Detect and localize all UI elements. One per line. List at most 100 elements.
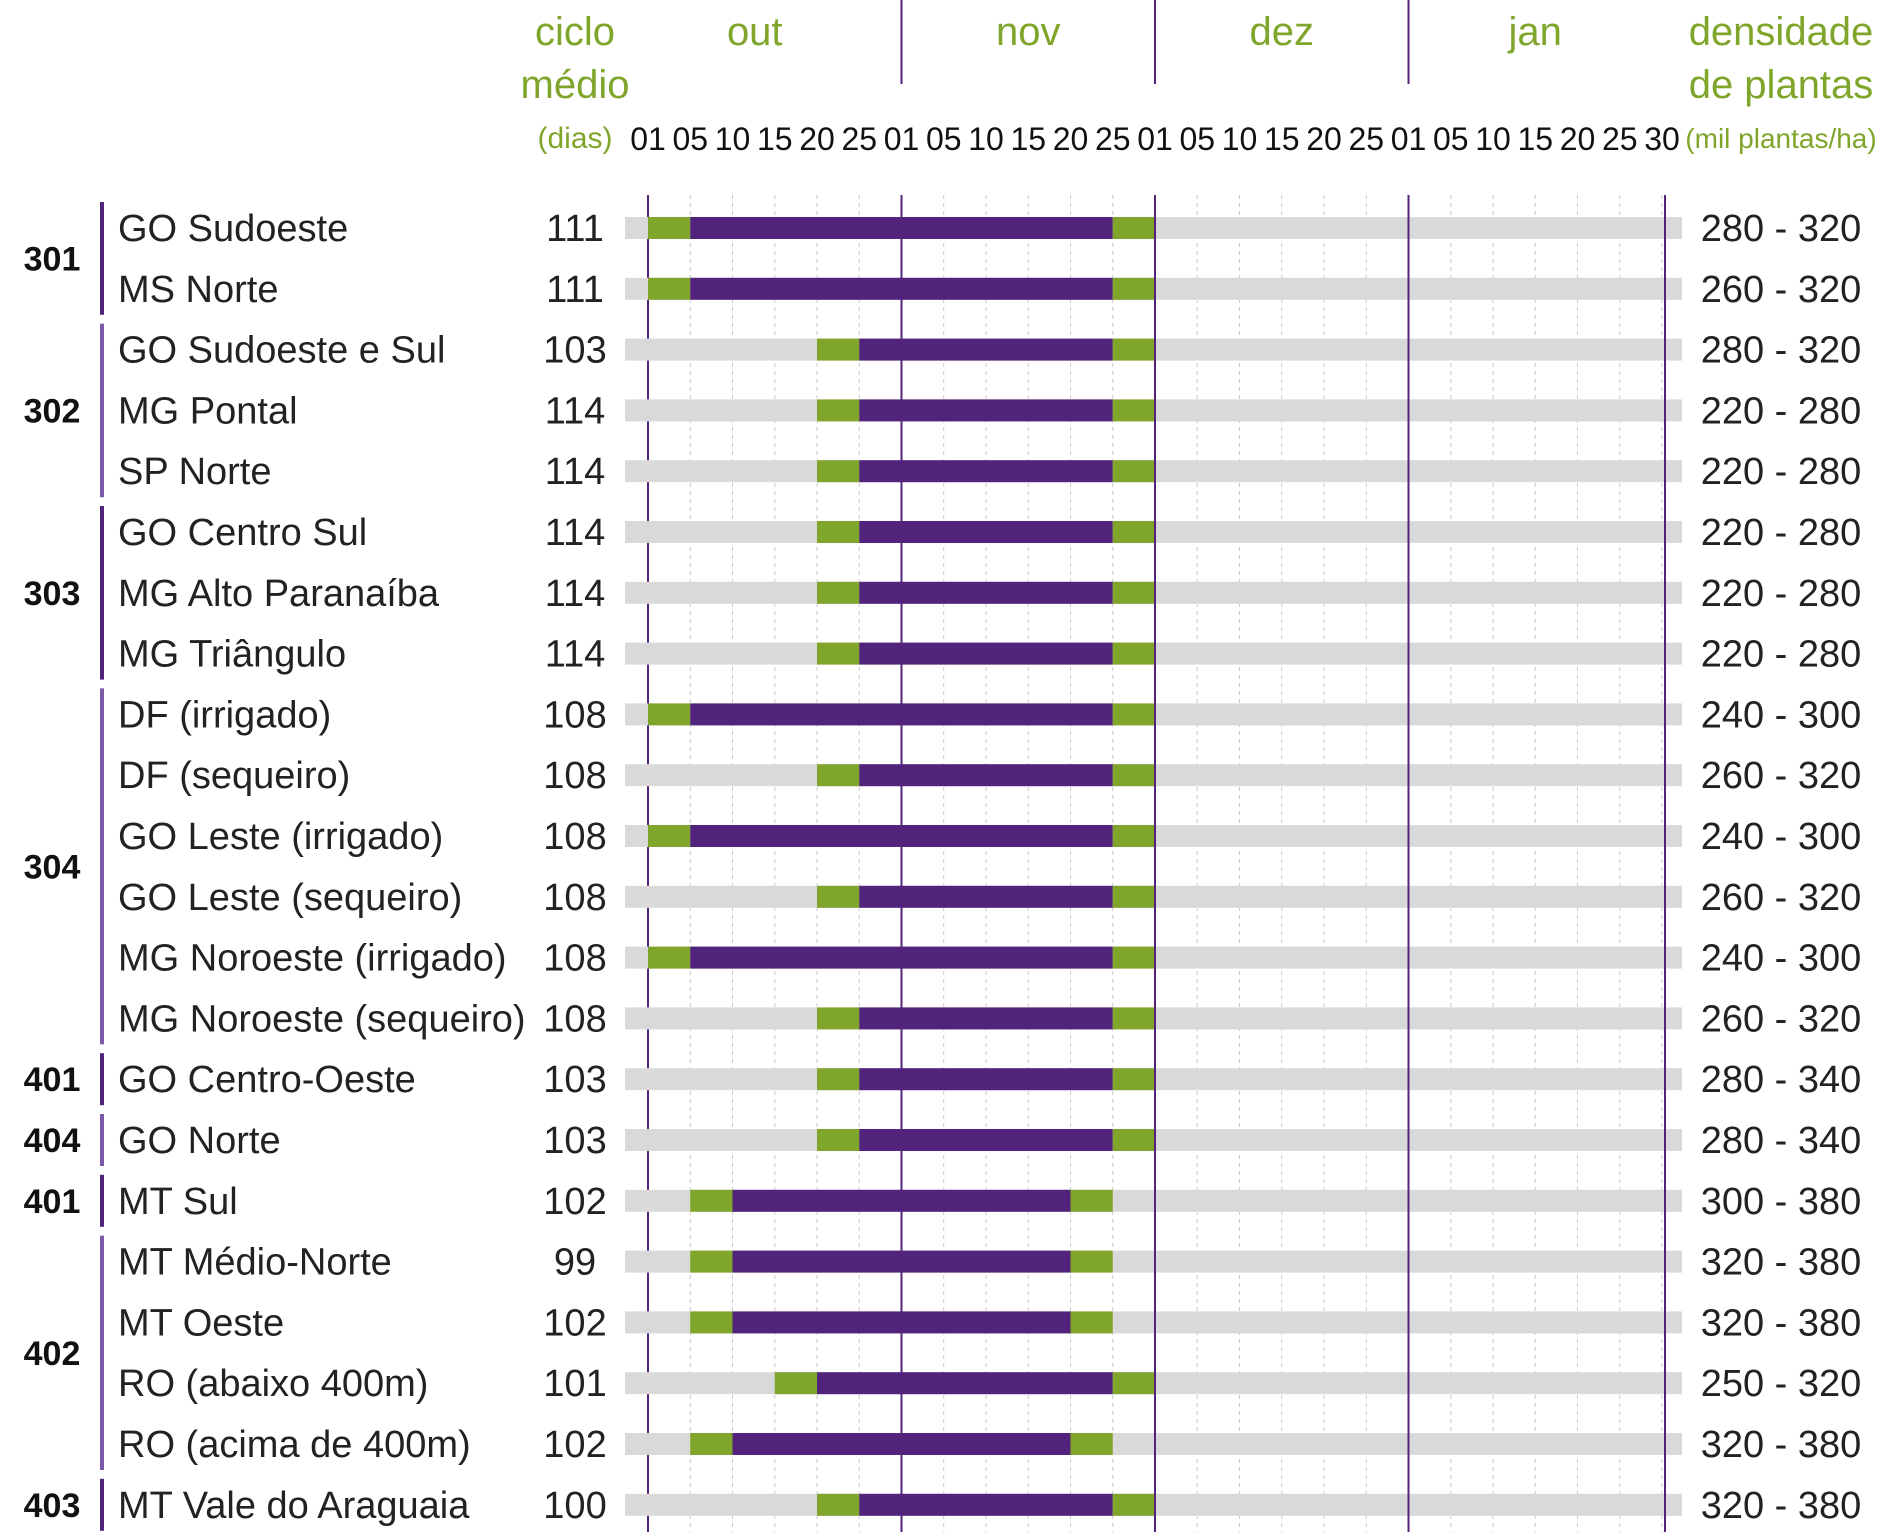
table-row: MS Norte 111 260 - 320 xyxy=(118,269,1861,311)
edge-window-end-bar xyxy=(1112,399,1155,422)
cycle-value: 114 xyxy=(545,573,606,615)
day-tick-label: 10 xyxy=(1222,121,1258,157)
table-row: RO (acima de 400m) 102 320 - 380 xyxy=(118,1424,1861,1466)
edge-window-end-bar xyxy=(1112,581,1155,604)
day-tick-label: 20 xyxy=(1053,121,1089,157)
edge-window-start-bar xyxy=(774,1372,817,1395)
edge-window-start-bar xyxy=(817,764,860,787)
density-value: 280 - 320 xyxy=(1701,208,1862,250)
density-value: 220 - 280 xyxy=(1701,390,1862,432)
day-tick-label: 01 xyxy=(1391,121,1427,157)
group-block: 404 xyxy=(24,1114,104,1166)
table-row: GO Norte 103 280 - 340 xyxy=(118,1120,1861,1162)
group-id-label: 404 xyxy=(24,1122,81,1160)
density-value: 280 - 340 xyxy=(1701,1120,1862,1162)
cycle-header-line: ciclo xyxy=(535,10,615,54)
cycle-value: 108 xyxy=(543,998,606,1040)
region-label: RO (abaixo 400m) xyxy=(118,1363,428,1405)
edge-window-end-bar xyxy=(1070,1189,1113,1212)
edge-window-start-bar xyxy=(817,1493,860,1516)
table-row: GO Centro Sul 114 220 - 280 xyxy=(118,512,1861,554)
table-row: RO (abaixo 400m) 101 250 - 320 xyxy=(118,1363,1861,1405)
region-label: MG Pontal xyxy=(118,390,298,432)
table-row: GO Sudoeste 111 280 - 320 xyxy=(118,208,1861,250)
region-label: MT Vale do Araguaia xyxy=(118,1485,470,1527)
edge-window-end-bar xyxy=(1112,1493,1155,1516)
cycle-header-line: (dias) xyxy=(537,122,612,155)
density-value: 280 - 320 xyxy=(1701,330,1862,372)
group-block: 301 xyxy=(24,202,104,315)
density-value: 220 - 280 xyxy=(1701,512,1862,554)
table-row: MG Pontal 114 220 - 280 xyxy=(118,390,1861,432)
ideal-window-bar xyxy=(817,1372,1113,1395)
region-label: SP Norte xyxy=(118,451,271,493)
cycle-value: 111 xyxy=(546,208,604,250)
day-tick-label: 25 xyxy=(1348,121,1384,157)
density-header-line: densidade xyxy=(1689,10,1874,54)
day-tick-label: 05 xyxy=(926,121,962,157)
edge-window-start-bar xyxy=(648,825,691,847)
region-label: GO Norte xyxy=(118,1120,281,1162)
edge-window-end-bar xyxy=(1112,946,1155,969)
month-label: out xyxy=(727,10,783,54)
table-row: MG Triângulo 114 220 - 280 xyxy=(118,634,1861,676)
cycle-value: 108 xyxy=(543,755,606,797)
day-tick-label: 10 xyxy=(715,121,751,157)
day-tick-label: 20 xyxy=(799,121,835,157)
cycle-value: 111 xyxy=(546,269,604,311)
group-block: 401 xyxy=(24,1053,104,1106)
group-id-label: 303 xyxy=(24,575,81,613)
density-value: 220 - 280 xyxy=(1701,634,1862,676)
edge-window-start-bar xyxy=(648,277,691,300)
cycle-value: 114 xyxy=(545,512,606,554)
table-row: GO Sudoeste e Sul 103 280 - 320 xyxy=(118,330,1861,372)
density-value: 260 - 320 xyxy=(1701,877,1862,919)
edge-window-start-bar xyxy=(817,1007,860,1030)
density-value: 240 - 300 xyxy=(1701,694,1862,736)
edge-window-start-bar xyxy=(817,1129,860,1151)
edge-window-start-bar xyxy=(817,460,860,483)
density-value: 260 - 320 xyxy=(1701,755,1862,797)
month-separators xyxy=(900,195,1666,1532)
day-tick-label: 25 xyxy=(1602,121,1638,157)
edge-window-start-bar xyxy=(690,1433,733,1455)
day-tick-label: 20 xyxy=(1306,121,1342,157)
edge-window-start-bar xyxy=(817,642,860,665)
edge-window-start-bar xyxy=(690,1311,733,1334)
region-label: DF (sequeiro) xyxy=(118,755,350,797)
day-tick-label: 15 xyxy=(1010,121,1046,157)
table-row: MT Médio-Norte 99 320 - 380 xyxy=(118,1242,1861,1284)
ideal-window-bar xyxy=(859,1129,1113,1151)
cycle-value: 114 xyxy=(545,634,606,676)
region-label: RO (acima de 400m) xyxy=(118,1424,471,1466)
ideal-window-bar xyxy=(859,1068,1113,1091)
day-tick-label: 25 xyxy=(1095,121,1131,157)
day-tick-label: 10 xyxy=(968,121,1004,157)
region-label: MG Noroeste (sequeiro) xyxy=(118,998,526,1040)
groups: 301 302 303 304 401 404 401 402 403 xyxy=(24,202,104,1531)
table-row: MG Alto Paranaíba 114 220 - 280 xyxy=(118,573,1861,615)
chart-rows: GO Sudoeste 111 280 - 320 MS Norte 111 260 - … xyxy=(118,208,1861,1527)
density-value: 240 - 300 xyxy=(1701,816,1862,858)
cycle-value: 103 xyxy=(543,1059,606,1101)
day-tick-label: 05 xyxy=(1433,121,1469,157)
group-id-label: 402 xyxy=(24,1335,81,1373)
ideal-window-bar xyxy=(859,521,1113,543)
group-block: 303 xyxy=(24,506,104,680)
ideal-window-bar xyxy=(859,764,1113,787)
group-id-label: 403 xyxy=(24,1487,81,1525)
group-id-label: 302 xyxy=(24,392,81,430)
ideal-window-bar xyxy=(859,338,1113,361)
group-block: 304 xyxy=(24,688,104,1045)
cycle-value: 103 xyxy=(543,330,606,372)
cycle-value: 108 xyxy=(543,938,606,980)
day-tick-label: 10 xyxy=(1475,121,1511,157)
region-label: MT Oeste xyxy=(118,1302,284,1344)
density-value: 250 - 320 xyxy=(1701,1363,1862,1405)
edge-window-end-bar xyxy=(1070,1311,1113,1334)
density-header-line: de plantas xyxy=(1689,63,1874,107)
day-tick-label: 25 xyxy=(841,121,877,157)
day-tick-label: 01 xyxy=(1137,121,1173,157)
cycle-header-line: médio xyxy=(521,63,630,107)
